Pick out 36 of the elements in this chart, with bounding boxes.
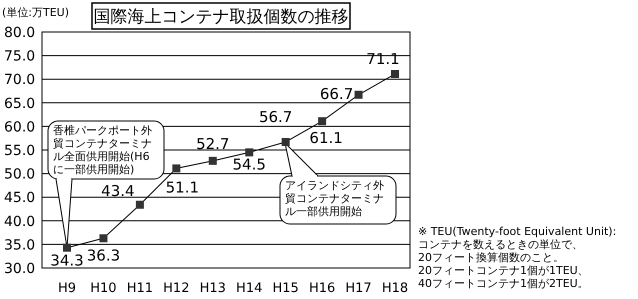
- data-label: 43.4: [101, 182, 135, 200]
- y-tick-label: 55.0: [4, 143, 36, 159]
- data-label: 61.1: [309, 129, 343, 148]
- data-label: 36.3: [86, 246, 120, 264]
- x-tick-label: H17: [345, 281, 372, 296]
- y-tick-label: 45.0: [4, 190, 36, 206]
- y-tick-label: 40.0: [4, 214, 36, 230]
- data-label: 52.7: [196, 134, 230, 153]
- x-tick-label: H9: [58, 281, 76, 296]
- x-tick-label: H13: [200, 281, 226, 296]
- x-tick-label: H15: [272, 281, 299, 296]
- y-tick-label: 75.0: [4, 48, 36, 65]
- x-tick-label: H11: [126, 281, 154, 296]
- annotation: アイランドシティ外貿コンテナターミナル一部供用開始: [285, 179, 384, 218]
- x-tick-label: H10: [90, 281, 117, 296]
- data-label: 51.1: [166, 178, 200, 196]
- y-tick-label: 65.0: [4, 96, 36, 112]
- data-label: 66.7: [320, 84, 354, 103]
- y-tick-label: 70.0: [4, 72, 36, 88]
- data-label: 56.7: [258, 108, 292, 126]
- data-label: 71.1: [366, 50, 400, 68]
- annotation: 香椎パークポート外貿コンテナターミナル全面供用開始(H6に一部供用開始): [53, 124, 152, 176]
- chart-title: 国際海上コンテナ取扱個数の推移: [94, 7, 348, 27]
- text: ※ TEU(Twenty-foot Equivalent Unit): コンテナを数えるときの単位で、 20フィート換算個数のこと。 20フィートコンテナ1個が1TEU、 40フィートコンテナ1個が2TEU。: [418, 225, 616, 290]
- x-tick-label: H18: [382, 281, 408, 296]
- data-label: 54.5: [232, 155, 266, 174]
- y-axis-title: (単位:万TEU): [2, 6, 70, 19]
- y-tick-label: 30.0: [4, 261, 36, 277]
- x-tick-label: H16: [308, 281, 336, 296]
- y-tick-label: 60.0: [4, 119, 36, 136]
- x-tick-label: H12: [163, 281, 190, 296]
- y-tick-label: 50.0: [4, 166, 36, 183]
- x-tick-label: H14: [236, 281, 262, 296]
- y-tick-label: 35.0: [4, 237, 36, 254]
- data-label: 34.3: [50, 252, 84, 270]
- y-tick-label: 80.0: [4, 25, 36, 41]
